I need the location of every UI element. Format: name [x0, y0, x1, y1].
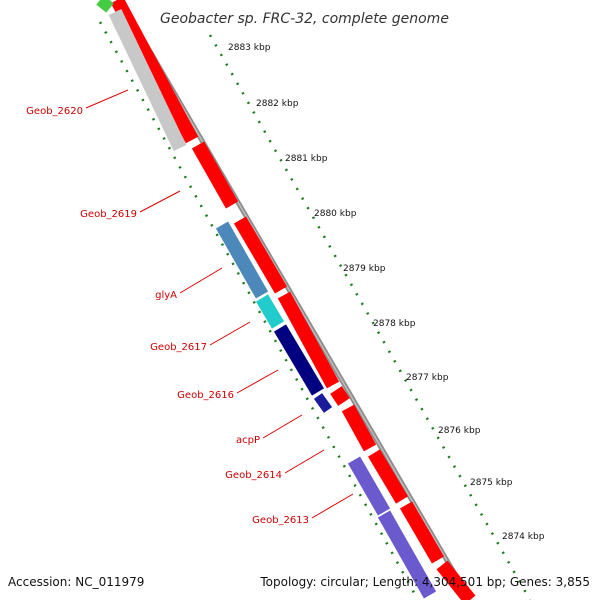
gene-labels: Geob_2620 Geob_2619 glyA Geob_2617 Geob_…	[26, 106, 309, 526]
gene-label-geob-2620[interactable]: Geob_2620	[26, 106, 83, 117]
leader-line	[236, 369, 279, 394]
gene-segment	[436, 560, 476, 600]
gene-label-geob-2616[interactable]: Geob_2616	[177, 390, 234, 401]
gene-segment	[110, 0, 199, 144]
leader-line	[311, 493, 354, 519]
kbp-labels: 2883 kbp 2882 kbp 2881 kbp 2880 kbp 2879…	[228, 43, 545, 542]
gene-segment	[367, 449, 409, 504]
forward-genes	[110, 0, 476, 600]
kbp-label: 2880 kbp	[314, 209, 357, 219]
gene-segment	[347, 456, 391, 516]
map-title: Geobacter sp. FRC-32, complete genome	[160, 11, 449, 27]
gene-segment	[341, 404, 377, 452]
gene-segment	[233, 216, 288, 294]
gene-segment	[255, 294, 285, 329]
gene-segment	[399, 501, 445, 564]
leader-line	[262, 414, 303, 439]
leader-line	[139, 190, 181, 213]
gene-segment	[330, 386, 350, 406]
gene-segment	[215, 221, 269, 299]
kbp-label: 2874 kbp	[502, 532, 545, 542]
gene-segment	[273, 324, 325, 396]
kbp-label: 2878 kbp	[373, 319, 416, 329]
reverse-genes	[96, 0, 437, 599]
leader-line	[209, 321, 251, 346]
gene-segment	[377, 510, 437, 599]
gene-segment	[191, 141, 239, 209]
kbp-label: 2876 kbp	[438, 426, 481, 436]
gene-segment	[277, 291, 340, 389]
gene-label-geob-2614[interactable]: Geob_2614	[225, 470, 282, 481]
gene-label-geob-2617[interactable]: Geob_2617	[150, 342, 207, 353]
gene-segment	[313, 393, 333, 413]
kbp-label: 2882 kbp	[256, 99, 299, 109]
kbp-label: 2883 kbp	[228, 43, 271, 53]
gene-segment	[96, 0, 114, 13]
kbp-label: 2879 kbp	[343, 264, 386, 274]
gene-leaders	[85, 89, 354, 519]
gene-segment	[108, 8, 187, 152]
gene-label-geob-2619[interactable]: Geob_2619	[80, 209, 137, 220]
leader-line	[284, 449, 325, 474]
kbp-label: 2875 kbp	[470, 478, 513, 488]
topology-text: Topology: circular; Length: 4,304,501 bp…	[259, 575, 590, 589]
kbp-label: 2881 kbp	[285, 154, 328, 164]
gene-label-glya[interactable]: glyA	[155, 290, 177, 301]
gene-label-geob-2613[interactable]: Geob_2613	[252, 515, 309, 526]
leader-line	[85, 89, 129, 109]
kbp-label: 2877 kbp	[406, 373, 449, 383]
leader-line	[179, 267, 223, 294]
gene-label-acpp[interactable]: acpP	[236, 435, 260, 446]
accession-text: Accession: NC_011979	[8, 575, 144, 589]
